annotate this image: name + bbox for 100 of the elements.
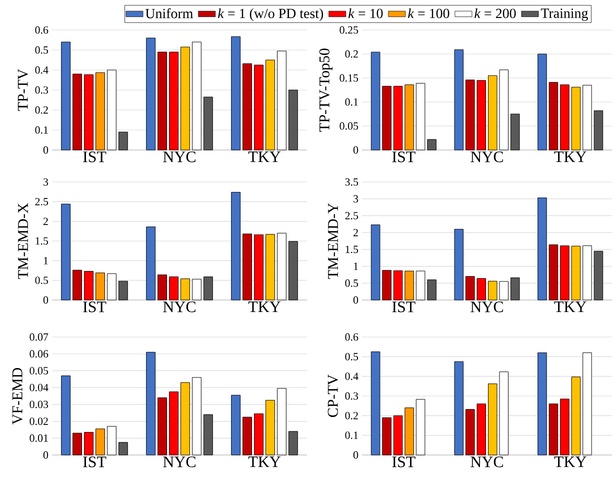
y-tick-label: 0.2 [35,106,48,114]
x-tick-label: IST [392,152,416,162]
bar [254,234,264,300]
bar [180,382,190,456]
x-tick-label: TKY [248,302,280,312]
bar [254,64,264,150]
y-tick-label: 1.5 [346,246,358,254]
bar [96,72,105,150]
bar [231,192,241,300]
bar [560,245,570,300]
bar [510,114,520,150]
y-tick-label: 0.5 [345,279,358,287]
bar [277,388,286,456]
x-tick-label: NYC [470,456,503,468]
y-axis-title: TM-EMD-Y [328,203,338,279]
bar [594,110,604,150]
bar [158,52,167,150]
legend-label: k = 1 (w/o PD test) [218,8,324,22]
y-tick-label: 0.06 [30,350,48,358]
x-tick-label: NYC [470,152,503,162]
y-tick-label: 0.02 [30,418,48,426]
legend-label: Uniform [145,8,193,18]
y-tick-label: 0.1 [345,98,358,106]
bar [61,204,71,300]
bar [571,86,581,150]
bar [382,270,392,300]
bar [169,52,178,150]
bar [454,228,464,300]
bar [560,84,570,150]
x-tick-label: NYC [470,302,503,312]
bar [571,376,581,456]
y-tick-label: 0.01 [30,434,48,442]
bar [118,442,128,456]
bar [231,36,241,150]
x-tick-label: IST [83,456,106,468]
bar [416,83,426,150]
bar [146,352,156,456]
bar [582,352,592,456]
x-tick-label: IST [392,456,416,468]
y-tick-label: 0.25 [340,26,358,34]
bar [288,90,298,150]
bar [192,377,202,456]
legend-label: k = 200 [474,8,516,18]
bar [594,250,604,300]
legend-label: k = 10 [348,8,383,18]
bar [107,70,116,150]
x-tick-label: TKY [248,152,280,162]
y-tick-label: 0.5 [345,352,358,360]
bar [203,276,213,300]
x-tick-label: TKY [554,302,586,312]
bar [393,270,403,300]
bar [404,270,414,300]
x-tick-label: NYC [163,456,196,468]
y-tick-label: 0.2 [345,50,358,58]
bar [393,415,403,456]
bar [560,398,570,456]
bar [231,394,241,456]
bar [169,392,178,456]
y-tick-label: 0 [43,451,48,459]
bar [158,397,167,456]
bar [72,74,82,150]
bar [84,74,94,150]
y-tick-label: 0.6 [345,333,358,341]
bar [72,270,82,300]
y-axis-title: TM-EMD-X [18,203,28,279]
bar [571,246,581,300]
bar [277,50,286,150]
y-tick-label: 3.5 [345,178,358,186]
y-tick-label: 0.4 [35,66,48,74]
bar [96,428,105,456]
y-tick-label: 0.4 [345,372,358,380]
x-tick-label: TKY [248,456,280,467]
y-tick-label: 0 [43,146,48,154]
y-tick-label: 0 [353,296,358,304]
y-tick-label: 1 [44,257,48,264]
bar [277,232,286,300]
bar [169,276,178,300]
y-tick-label: 0.15 [340,74,358,82]
y-tick-label: 2 [353,228,358,236]
x-tick-label: TKY [554,152,586,162]
bar [118,132,128,150]
bar [107,426,116,456]
y-tick-label: 2.5 [345,212,358,220]
bar [393,86,403,150]
bar [548,404,558,456]
bar [538,54,547,150]
bar [454,49,464,150]
y-axis-title: TP-TV [18,68,28,111]
bar [72,432,82,456]
legend-label: Training [540,8,588,21]
y-tick-label: 2 [43,218,48,225]
bar [146,226,156,300]
bar [118,280,128,300]
bar [582,84,592,150]
bar [416,399,426,456]
bar [266,234,275,300]
bar [370,352,380,456]
bar [538,198,547,300]
bar [84,271,94,300]
y-axis-title: TP-TV-Top50 [319,48,332,132]
